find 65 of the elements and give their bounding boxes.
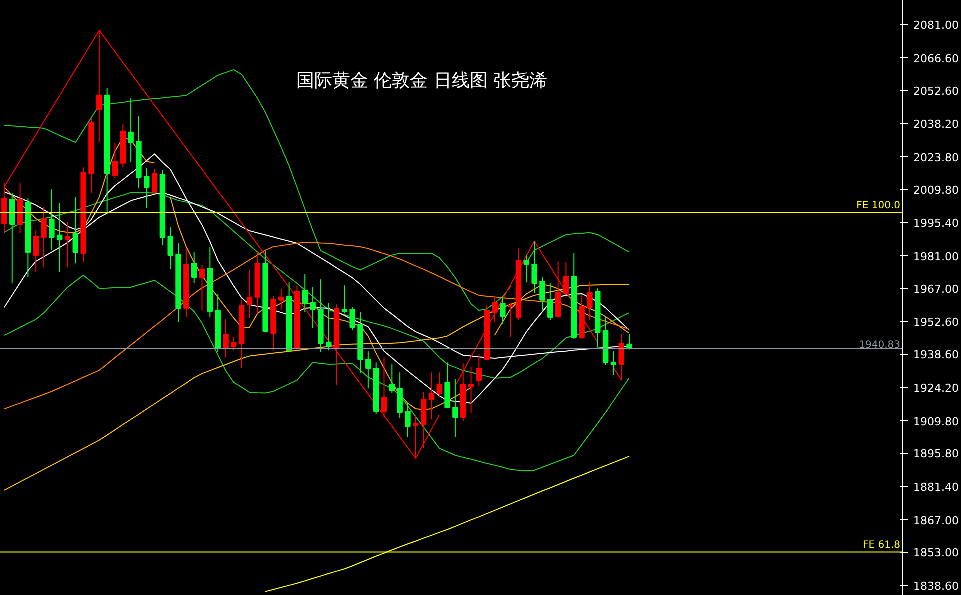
candlestick (168, 227, 174, 270)
candlestick (199, 264, 206, 312)
candlestick (342, 285, 348, 314)
y-tick-label: 1938.60 (914, 348, 959, 362)
y-tick-label: 1909.80 (914, 415, 959, 428)
y-tick-label: 1967.00 (914, 282, 959, 296)
y-tick-label: 2066.60 (914, 52, 959, 66)
candlestick (49, 189, 55, 251)
ref-line-label: FE 61.8 (862, 540, 900, 552)
y-tick-label: 1981.00 (914, 250, 959, 264)
text: 国际黄金 伦敦金 日线图 张尧浠 (296, 70, 548, 92)
candlestick (56, 202, 63, 273)
candlestick (524, 255, 530, 284)
y-tick-label: 2038.20 (914, 118, 959, 132)
candlestick (302, 274, 308, 313)
candlestick (492, 296, 498, 323)
candlestick (128, 98, 134, 163)
y-tick-label: 2052.60 (914, 84, 959, 98)
candlestick (41, 206, 47, 268)
y-tick-label: 1867.00 (914, 514, 959, 528)
y-tick-label: 1952.60 (914, 316, 959, 330)
y-tick-label: 1924.20 (914, 382, 959, 395)
candlestick (381, 357, 388, 419)
candlestick (540, 277, 546, 312)
candlestick (436, 372, 443, 398)
candlestick (33, 230, 39, 273)
ref-line-label: 1940.83 (859, 340, 901, 351)
ref-line-label: FE 100.0 (856, 200, 901, 212)
candlestick (191, 252, 198, 284)
candlestick (610, 351, 617, 376)
candlestick (112, 143, 118, 179)
y-tick-label: 1895.80 (914, 448, 959, 461)
y-tick-label: 2023.80 (914, 151, 959, 164)
candlestick (587, 282, 593, 322)
y-tick-label: 1881.40 (914, 481, 959, 494)
candlestick (500, 296, 506, 325)
candlestick (246, 270, 253, 319)
y-tick-label: 1995.40 (914, 217, 959, 230)
candlestick (144, 168, 150, 210)
candlestick (72, 196, 79, 264)
candlestick (532, 240, 538, 294)
candlestick (231, 336, 237, 352)
candlestick (476, 354, 482, 388)
candlestick (548, 283, 554, 322)
candlestick (405, 402, 411, 438)
candlestick (278, 289, 284, 312)
y-tick-label: 1838.60 (914, 580, 959, 594)
y-tick-label: 2081.00 (914, 19, 959, 32)
candlestick (366, 351, 372, 390)
candlestick (326, 302, 332, 352)
candlestick (563, 262, 570, 296)
candlestick (452, 379, 458, 438)
candlestick (468, 367, 474, 414)
candlestick (223, 319, 229, 358)
y-tick-label: 1853.00 (914, 546, 959, 560)
candlestick (397, 372, 403, 419)
candlestick (508, 302, 514, 338)
candlestick (64, 222, 71, 268)
candlestick (350, 307, 356, 332)
candlestick (389, 364, 396, 394)
line-series (4, 242, 630, 410)
candlestick (310, 286, 316, 329)
candlestick (152, 168, 158, 194)
y-tick-label: 2009.80 (914, 184, 959, 197)
candlestick (428, 372, 435, 420)
